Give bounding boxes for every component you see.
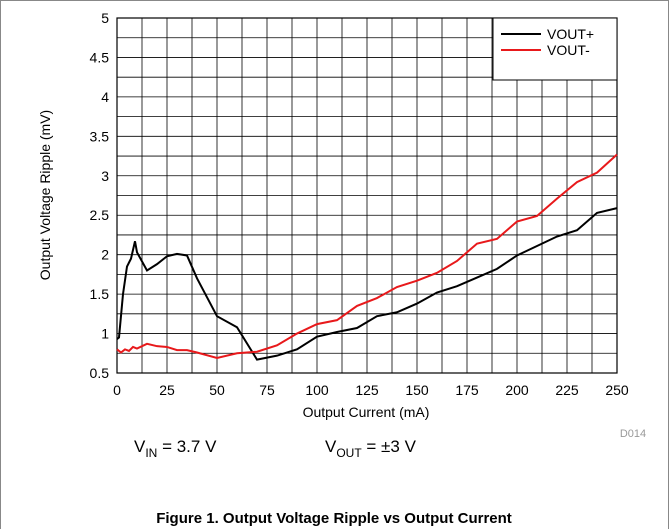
figure-caption: Figure 1. Output Voltage Ripple vs Outpu…	[156, 510, 512, 527]
legend-label: VOUT-	[547, 42, 590, 58]
y-tick-label: 2.5	[90, 207, 110, 223]
x-axis-label: Output Current (mA)	[303, 404, 430, 420]
y-tick-label: 1	[101, 326, 109, 342]
y-axis-label: Output Voltage Ripple (mV)	[37, 110, 53, 280]
condition-main: V	[325, 437, 337, 456]
condition-sub: IN	[145, 446, 157, 460]
x-tick-label: 225	[555, 382, 579, 398]
condition-sub: OUT	[336, 446, 362, 460]
x-tick-label: 150	[405, 382, 429, 398]
legend-label: VOUT+	[547, 26, 594, 42]
y-tick-label: 3	[101, 168, 109, 184]
y-tick-label: 2	[101, 247, 109, 263]
condition-rest: = 3.7 V	[157, 437, 217, 456]
series-line	[116, 207, 618, 361]
y-tick-label: 0.5	[90, 365, 110, 381]
condition-vin: VIN = 3.7 V	[134, 437, 217, 460]
condition-rest: = ±3 V	[362, 437, 417, 456]
y-tick-label: 1.5	[90, 286, 110, 302]
x-tick-label: 250	[605, 382, 629, 398]
x-tick-label: 75	[259, 382, 275, 398]
condition-main: V	[134, 437, 146, 456]
x-tick-label: 125	[355, 382, 379, 398]
x-tick-label: 100	[305, 382, 329, 398]
y-tick-label: 5	[101, 10, 109, 26]
x-tick-label: 175	[455, 382, 479, 398]
condition-vout: VOUT = ±3 V	[325, 437, 417, 460]
y-tick-label: 4.5	[90, 49, 110, 65]
x-tick-label: 200	[505, 382, 529, 398]
y-tick-label: 3.5	[90, 128, 110, 144]
x-tick-label: 25	[159, 382, 175, 398]
x-tick-label: 50	[209, 382, 225, 398]
figure-id: D014	[620, 428, 646, 440]
x-tick-label: 0	[113, 382, 121, 398]
plot-frame	[116, 17, 618, 374]
y-tick-label: 4	[101, 89, 109, 105]
series-line	[116, 153, 618, 360]
